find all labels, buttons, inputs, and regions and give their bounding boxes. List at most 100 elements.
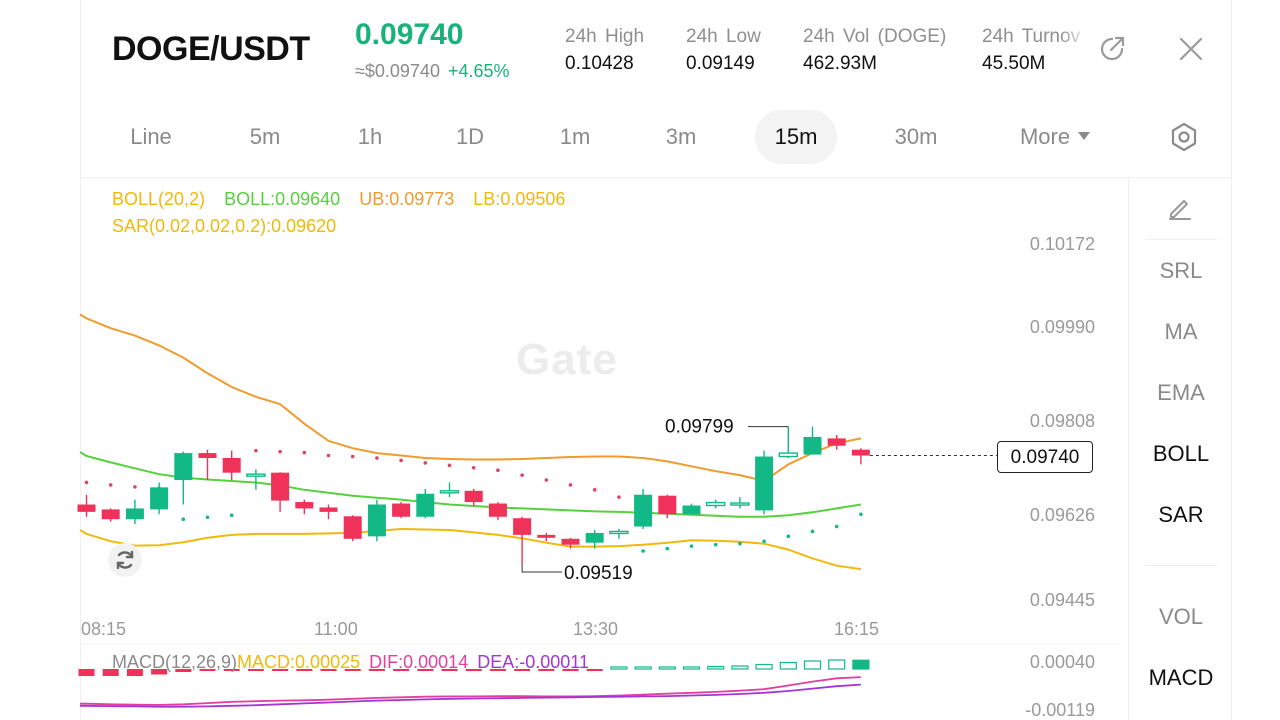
macd-hist-bar: [368, 669, 385, 671]
stat-label: 24h Vol (DOGE): [803, 26, 947, 47]
candle-body: [803, 436, 822, 455]
sar-dot: [326, 453, 331, 458]
last-price: 0.09740: [355, 18, 464, 51]
x-tick-label: 13:30: [573, 619, 618, 639]
sar-dot: [786, 534, 791, 539]
candles: [77, 426, 870, 564]
candle-body: [778, 452, 798, 458]
candle-body: [609, 530, 629, 535]
macd-hist-bar: [586, 669, 603, 671]
indicator-ema[interactable]: EMA: [1157, 380, 1205, 405]
macd-hist-bar: [852, 659, 870, 670]
candle-body: [125, 508, 144, 520]
sar-dot: [229, 513, 234, 518]
settings-hexagon-icon[interactable]: [1168, 121, 1200, 153]
high-label: 0.09799: [665, 417, 734, 438]
macd-hist-bar: [489, 669, 506, 671]
indicator-side-panel: SRL MA EMA BOLL SAR VOL MACD: [1128, 178, 1233, 720]
tab-30m[interactable]: 30m: [894, 124, 938, 149]
candle-body: [706, 501, 726, 507]
sar-dot: [350, 454, 355, 459]
candle-body: [561, 538, 580, 545]
chart-annotations: 0.09799 0.09519: [521, 417, 997, 584]
macd-hist-bar: [247, 669, 264, 671]
macd-hist-bar: [803, 660, 822, 670]
legend-boll-ub: UB:0.09773: [359, 189, 455, 209]
indicator-boll[interactable]: BOLL: [1152, 441, 1210, 466]
reset-view-button[interactable]: [108, 543, 142, 577]
sar-dot: [592, 488, 597, 492]
boll-middle-band: [79, 451, 862, 518]
sar-dot: [617, 495, 621, 499]
candle-body: [198, 453, 217, 458]
candle-body: [77, 504, 96, 512]
tab-15m[interactable]: 15m: [755, 110, 837, 164]
macd-hist-bar: [441, 669, 458, 671]
sar-dot: [762, 539, 766, 544]
macd-legend-macd: MACD:0.00025: [237, 652, 361, 672]
candle-body: [101, 509, 120, 520]
sar-dots: [84, 448, 863, 553]
trading-pair-title[interactable]: DOGE/USDT: [112, 30, 310, 68]
indicator-ma[interactable]: MA: [1164, 319, 1198, 344]
candlestick-chart[interactable]: 0.10172 0.09990 0.09808 0.09626 0.09445 08:15…: [0, 0, 1128, 720]
macd-hist-bar: [223, 669, 240, 671]
gate-watermark-logo: Gate: [516, 335, 618, 385]
indicator-legend-boll[interactable]: BOLL(20,2) BOLL:0.09640 UB:0.09773 LB:0.…: [112, 189, 565, 210]
sar-dot: [181, 517, 186, 522]
macd-panel: 0.00040 -0.00119: [78, 652, 1095, 720]
tab-more[interactable]: More: [1005, 110, 1105, 164]
sar-dot: [713, 542, 718, 547]
stat-label: 24h Low: [686, 26, 761, 47]
macd-hist-bar: [779, 661, 797, 670]
sar-dot: [399, 458, 403, 463]
macd-hist-bar: [658, 666, 676, 670]
candle-body: [416, 493, 435, 517]
close-icon[interactable]: [1176, 34, 1206, 64]
x-tick-label: 08:15: [81, 619, 126, 639]
macd-hist-bar: [828, 659, 846, 670]
macd-hist-bar: [417, 669, 434, 671]
stat-label: 24h High: [565, 26, 645, 47]
sar-dot: [665, 546, 670, 551]
usd-price: ≈$0.09740: [355, 61, 440, 81]
sar-dot: [447, 463, 452, 468]
tab-1m[interactable]: 1m: [559, 124, 591, 149]
candle-body: [537, 534, 556, 538]
macd-hist-bar: [175, 669, 192, 672]
indicator-sar[interactable]: SAR: [1158, 502, 1204, 527]
macd-legend[interactable]: MACD(12,26,9)MACD:0.00025 DIF:0.00014 DE…: [112, 652, 589, 673]
macd-hist-bar: [126, 669, 143, 676]
tab-line[interactable]: Line: [130, 124, 172, 149]
macd-hist-bar: [344, 669, 361, 671]
side-divider: [1145, 565, 1217, 566]
y-tick-label: 0.09990: [1030, 317, 1095, 337]
side-divider: [1145, 239, 1217, 240]
stat-value: 462.93M: [803, 53, 877, 74]
share-icon[interactable]: [1097, 34, 1127, 64]
stat-24h-low: 24h Low 0.09149: [686, 26, 761, 75]
candle-body: [730, 502, 750, 506]
macd-hist-bar: [78, 669, 95, 676]
pencil-icon[interactable]: [1166, 194, 1194, 222]
sar-dot: [375, 456, 379, 460]
candle-body: [343, 516, 362, 539]
tab-1d[interactable]: 1D: [455, 124, 485, 149]
indicator-vol[interactable]: VOL: [1158, 604, 1204, 629]
candle-body: [658, 495, 677, 515]
macd-hist-bar: [393, 669, 410, 671]
candle-body: [827, 438, 846, 446]
tab-3m[interactable]: 3m: [665, 124, 697, 149]
indicator-macd[interactable]: MACD: [1148, 665, 1214, 690]
tabs-divider: [80, 177, 1232, 178]
tab-5m[interactable]: 5m: [249, 124, 281, 149]
sar-dot: [520, 473, 524, 477]
candle-body: [488, 503, 507, 517]
indicator-srl[interactable]: SRL: [1159, 258, 1203, 283]
macd-hist-bar: [731, 665, 749, 670]
usd-price-line: ≈$0.09740 +4.65%: [355, 61, 510, 82]
sar-dot: [278, 449, 282, 454]
indicator-legend-sar[interactable]: SAR(0.02,0.02,0.2):0.09620: [112, 216, 336, 237]
macd-hist-bar: [755, 663, 773, 670]
tab-1h[interactable]: 1h: [357, 124, 383, 149]
